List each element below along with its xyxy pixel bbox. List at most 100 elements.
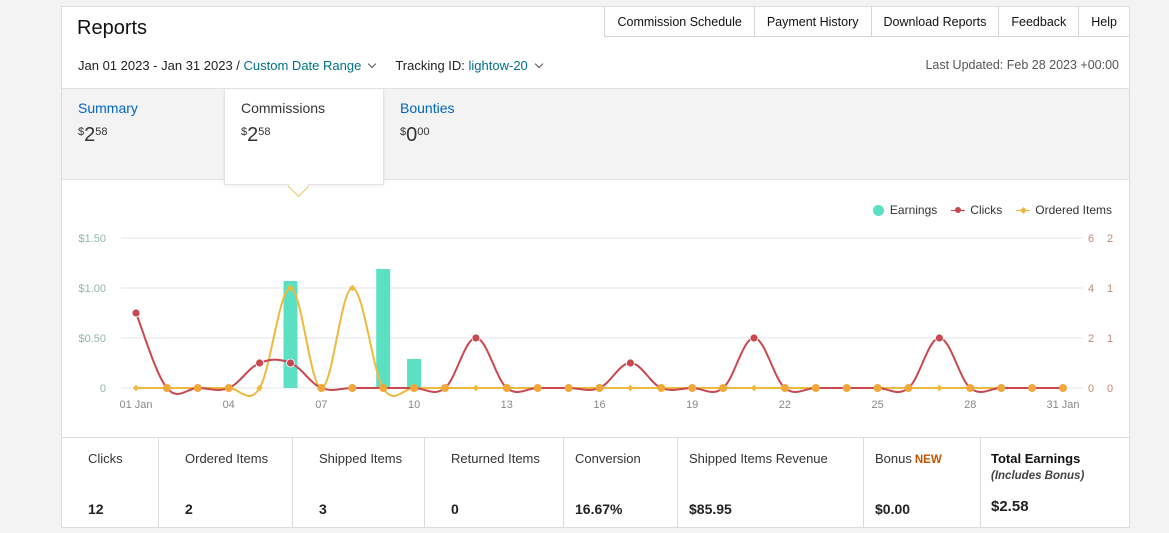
summary-tabs: Summary $258 Commissions $258 Bounties $… [62,88,1129,185]
stat-label: Clicks [88,451,123,466]
tracking-id-dropdown[interactable]: lightow-20 [468,58,528,73]
clicks-point [564,384,573,392]
nav-commission-schedule[interactable]: Commission Schedule [604,7,755,37]
nav-feedback[interactable]: Feedback [999,7,1080,37]
clicks-point [780,384,789,392]
clicks-point [224,384,233,392]
earnings-bar [407,359,422,388]
clicks-point [533,384,542,392]
y-right-clicks-tick-label: 2 [1088,333,1094,345]
stat-total-earnings: Total Earnings (Includes Bonus) $2.58 [981,438,1129,527]
y-right-ordered-tick-label: 2 [1107,233,1113,245]
stat-label: Ordered Items [185,451,269,466]
ordered-swatch-icon [1016,205,1031,216]
x-tick-label: 22 [779,399,791,411]
nav-payment-history[interactable]: Payment History [754,7,872,37]
last-updated: Last Updated: Feb 28 2023 +00:00 [925,58,1119,72]
page-title: Reports [77,17,148,39]
clicks-line [135,312,1063,395]
clicks-point [749,333,759,343]
y-right-ordered-tick-label: 0 [1107,383,1113,395]
clicks-point [966,384,975,392]
tab-commissions[interactable]: Commissions $258 [224,89,384,185]
clicks-point [379,384,388,392]
clicks-point [286,358,295,368]
custom-date-range-link[interactable]: Custom Date Range [243,58,362,73]
ordered-items-point [936,384,943,392]
y-right-clicks-tick-label: 4 [1088,283,1094,295]
clicks-point [657,384,666,392]
clicks-point [131,308,141,318]
y-left-tick-label: $1.00 [78,283,106,295]
clicks-point [626,358,635,368]
stat-label: Total Earnings [991,451,1081,466]
stat-label: Bonus NEW [875,451,942,466]
y-right-ordered-tick-label: 1 [1107,283,1113,295]
clicks-point [595,384,604,392]
legend-ordered-label: Ordered Items [1035,203,1112,217]
y-left-tick-label: $0.50 [78,333,106,345]
clicks-point [471,333,481,343]
legend-clicks-label: Clicks [970,203,1003,217]
clicks-point [502,384,511,392]
clicks-point [811,384,820,392]
clicks-point [873,384,882,392]
earnings-swatch-icon [872,204,884,216]
clicks-swatch-icon [951,205,966,216]
x-tick-label: 07 [315,399,327,411]
stat-value: 0 [451,501,459,517]
stat-label: Returned Items [451,451,540,466]
y-left-tick-label: 0 [100,383,106,395]
y-right-clicks-tick-label: 6 [1088,233,1094,245]
stat-ordered-items: Ordered Items 2 [159,438,293,527]
stat-clicks: Clicks 12 [62,438,159,527]
x-tick-label: 10 [408,399,420,411]
x-tick-label: 28 [964,399,976,411]
stat-returned-items: Returned Items 0 [425,438,564,527]
nav-download-reports[interactable]: Download Reports [871,7,1000,37]
tab-commissions-amount: $258 [241,124,271,146]
y-right-clicks-tick-label: 0 [1088,383,1094,395]
stat-value: $85.95 [689,501,732,517]
tab-summary-label: Summary [78,100,138,116]
clicks-point [410,384,419,392]
earnings-bar [376,269,391,388]
tab-bounties-label: Bounties [400,100,455,116]
legend-earnings-label: Earnings [889,203,938,217]
tab-summary[interactable]: Summary $258 [62,89,224,179]
clicks-point [162,384,171,392]
stats-row: Clicks 12 Ordered Items 2 Shipped Items … [62,437,1129,527]
clicks-point [688,384,697,392]
earnings-chart: 0 0 0 $0.50 2 1 $1.00 4 1 $1.50 6 2 01 Jan 04 07 10 13 16… [78,233,1113,411]
clicks-point [441,384,449,392]
clicks-point [348,384,357,392]
ordered-items-point [287,284,294,292]
tab-bounties[interactable]: Bounties $000 [384,89,544,179]
stat-value: 16.67% [575,501,623,517]
stat-shipped-items: Shipped Items 3 [293,438,425,527]
filter-row: Jan 01 2023 - Jan 31 2023 / Custom Date … [78,58,550,73]
tracking-label: Tracking ID: [395,58,465,73]
clicks-point [255,358,265,368]
tab-bounties-amount: $000 [400,124,430,146]
legend-clicks[interactable]: Clicks [951,203,1002,217]
clicks-point [842,384,851,392]
reports-panel: Reports Commission Schedule Payment Hist… [61,6,1130,528]
stat-label: Shipped Items Revenue [689,451,828,466]
legend-earnings[interactable]: Earnings [872,203,938,217]
chart-legend: Earnings Clicks Ordered Items [859,203,1112,217]
legend-ordered[interactable]: Ordered Items [1016,203,1112,217]
clicks-point [935,333,944,343]
ordered-items-point [627,384,634,392]
stat-label: Conversion [575,451,641,466]
stat-bonus: Bonus NEW $0.00 [864,438,981,527]
tab-summary-amount: $258 [78,124,108,146]
nav-help[interactable]: Help [1079,7,1129,37]
stat-value: 3 [319,501,327,517]
clicks-point [1059,384,1067,392]
tab-commissions-label: Commissions [241,100,326,116]
ordered-items-line [136,286,1063,397]
stat-value: 12 [88,501,104,517]
ordered-items-point [256,384,263,392]
stat-value: $2.58 [991,498,1029,515]
